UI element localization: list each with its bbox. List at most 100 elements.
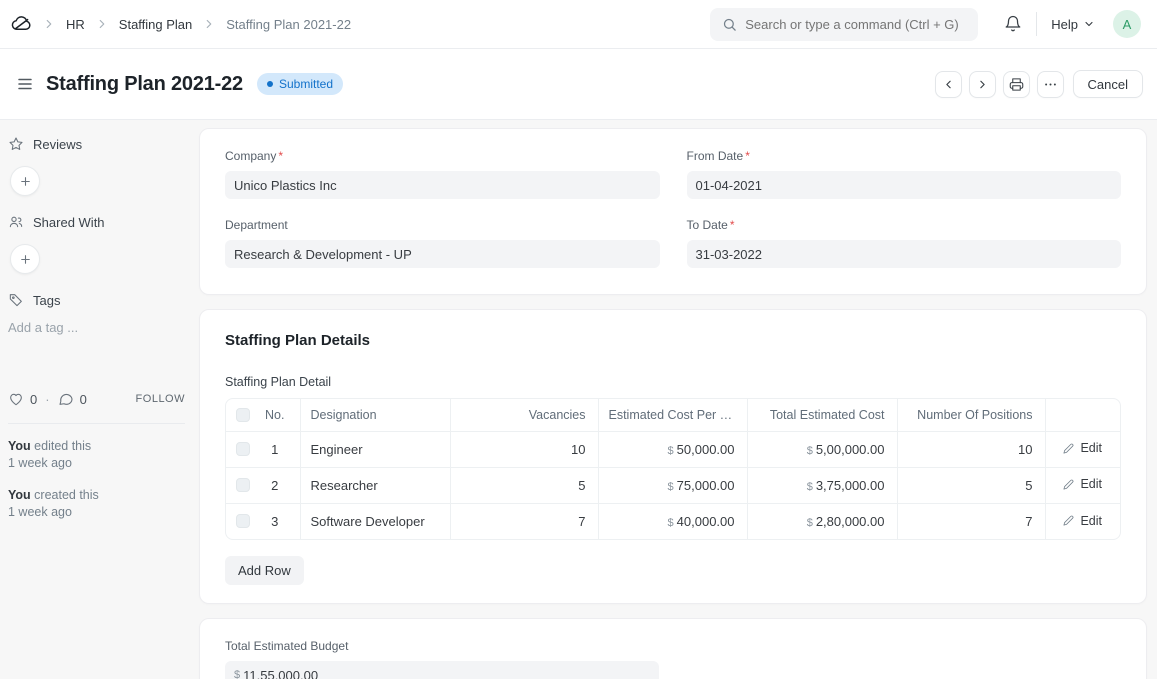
vacancies-cell[interactable]: 10 <box>450 431 599 468</box>
comments-count: 0 <box>79 391 87 407</box>
company-input[interactable]: Unico Plastics Inc <box>225 171 660 199</box>
sidebar-toggle-hamburger-icon[interactable] <box>10 69 40 99</box>
activity-time: 1 week ago <box>8 455 72 470</box>
column-header-estimated-cost: Estimated Cost Per P... <box>598 399 748 432</box>
staffing-plan-detail-grid: No. Designation Vacancies Estimated Cost… <box>225 398 1121 540</box>
add-tag-input[interactable]: Add a tag ... <box>8 320 79 335</box>
reviews-label: Reviews <box>33 136 83 152</box>
column-header-designation: Designation <box>300 399 451 432</box>
department-input[interactable]: Research & Development - UP <box>225 240 660 268</box>
likes-count: 0 <box>30 391 38 407</box>
help-label: Help <box>1051 16 1078 32</box>
company-field: Company * Unico Plastics Inc <box>225 149 660 199</box>
row-checkbox[interactable] <box>236 442 250 456</box>
company-label: Company * <box>225 149 284 163</box>
app-logo-cloud-icon[interactable] <box>8 10 36 38</box>
help-menu[interactable]: Help <box>1051 17 1095 32</box>
document-sidebar: Reviews Shared With Tags <box>0 120 199 536</box>
activity-actor: You <box>8 487 31 502</box>
designation-cell[interactable]: Software Developer <box>300 503 451 539</box>
vacancies-cell[interactable]: 5 <box>450 467 599 504</box>
to-date-field: To Date * 31-03-2022 <box>686 218 1121 268</box>
activity-time: 1 week ago <box>8 504 72 519</box>
to-date-input[interactable]: 31-03-2022 <box>686 240 1121 268</box>
total-cost-cell[interactable]: $3,75,000.00 <box>747 467 898 504</box>
staffing-plan-details-card: Staffing Plan Details Staffing Plan Deta… <box>199 309 1147 604</box>
estimated-cost-cell[interactable]: $75,000.00 <box>598 467 748 504</box>
activity-actor: You <box>8 439 31 453</box>
edit-row-button[interactable]: Edit <box>1063 514 1102 528</box>
column-header-actions <box>1045 399 1120 432</box>
breadcrumb: HR Staffing Plan Staffing Plan 2021-22 <box>8 10 355 38</box>
positions-cell[interactable]: 10 <box>897 431 1046 468</box>
table-row: 2 Researcher 5 $75,000.00 $3,75,000.00 5… <box>226 467 1120 504</box>
search-input[interactable] <box>745 16 967 32</box>
plus-icon <box>20 254 30 264</box>
shared-with-section-header: Shared With <box>8 212 185 232</box>
from-date-input[interactable]: 01-04-2021 <box>686 171 1121 199</box>
positions-cell[interactable]: 7 <box>897 503 1046 539</box>
table-row: 3 Software Developer 7 $40,000.00 $2,80,… <box>226 503 1120 539</box>
total-estimated-budget-label: Total Estimated Budget <box>225 639 349 653</box>
row-checkbox[interactable] <box>236 478 250 492</box>
from-date-field: From Date * 01-04-2021 <box>686 149 1121 199</box>
column-header-positions: Number Of Positions <box>897 399 1046 432</box>
chevron-down-icon <box>1083 18 1095 30</box>
row-checkbox[interactable] <box>236 514 250 529</box>
add-row-button[interactable]: Add Row <box>225 556 304 585</box>
column-header-total-cost: Total Estimated Cost <box>747 399 898 432</box>
follow-button[interactable]: FOLLOW <box>135 393 185 405</box>
more-options-button[interactable] <box>1036 70 1064 98</box>
estimated-cost-cell[interactable]: $50,000.00 <box>598 431 748 468</box>
row-index: 2 <box>271 477 279 493</box>
plus-icon <box>20 176 30 186</box>
column-header-vacancies: Vacancies <box>450 399 599 432</box>
separator-dot: · <box>45 391 50 407</box>
chevron-right-icon <box>202 17 216 31</box>
previous-document-button[interactable] <box>934 70 962 98</box>
row-index: 3 <box>271 513 279 529</box>
next-document-button[interactable] <box>968 70 996 98</box>
designation-cell[interactable]: Researcher <box>300 467 451 504</box>
activity-entry: You created this 1 week ago <box>8 487 185 521</box>
breadcrumb-current-doc[interactable]: Staffing Plan 2021-22 <box>226 16 352 32</box>
table-row: 1 Engineer 10 $50,000.00 $5,00,000.00 10… <box>226 431 1120 468</box>
add-review-button[interactable] <box>10 166 40 196</box>
breadcrumb-staffing-plan[interactable]: Staffing Plan <box>118 16 193 32</box>
positions-cell[interactable]: 5 <box>897 467 1046 504</box>
total-cost-cell[interactable]: $2,80,000.00 <box>747 503 898 539</box>
comment-icon[interactable] <box>58 391 74 407</box>
currency-symbol: $ <box>806 444 813 457</box>
section-heading: Staffing Plan Details <box>225 332 371 349</box>
designation-cell[interactable]: Engineer <box>300 431 451 468</box>
grid-field-label: Staffing Plan Detail <box>225 375 332 389</box>
vacancies-cell[interactable]: 7 <box>450 503 599 539</box>
global-search[interactable] <box>710 7 979 41</box>
search-icon <box>722 17 737 32</box>
form-body: Company * Unico Plastics Inc From Date * 0… <box>199 120 1157 679</box>
activity-action: edited this <box>34 439 92 453</box>
tags-section-header: Tags <box>8 290 185 310</box>
tags-label: Tags <box>33 292 61 308</box>
edit-row-button[interactable]: Edit <box>1063 477 1102 491</box>
breadcrumb-hr[interactable]: HR <box>66 16 85 32</box>
activity-entry: You edited this 1 week ago <box>8 438 185 472</box>
total-cost-cell[interactable]: $5,00,000.00 <box>747 431 898 468</box>
select-all-checkbox[interactable] <box>236 407 250 422</box>
estimated-cost-cell[interactable]: $40,000.00 <box>598 503 748 539</box>
engagement-row: 0 · 0 FOLLOW <box>8 391 185 407</box>
heart-icon[interactable] <box>8 391 24 407</box>
notifications-bell-icon[interactable] <box>1000 11 1026 37</box>
edit-row-button[interactable]: Edit <box>1063 441 1102 455</box>
page-title: Staffing Plan 2021-22 <box>46 72 243 95</box>
currency-symbol: $ <box>667 444 674 457</box>
currency-symbol: $ <box>806 480 813 493</box>
status-badge: Submitted <box>256 73 344 95</box>
add-share-button[interactable] <box>10 244 40 274</box>
total-estimated-budget-input[interactable]: $11,55,000.00 <box>225 661 659 679</box>
avatar[interactable]: A <box>1113 10 1141 38</box>
cancel-button[interactable]: Cancel <box>1072 70 1143 98</box>
currency-symbol: $ <box>806 516 813 529</box>
print-button[interactable] <box>1002 70 1030 98</box>
primary-fields-card: Company * Unico Plastics Inc From Date * 0… <box>199 128 1147 295</box>
